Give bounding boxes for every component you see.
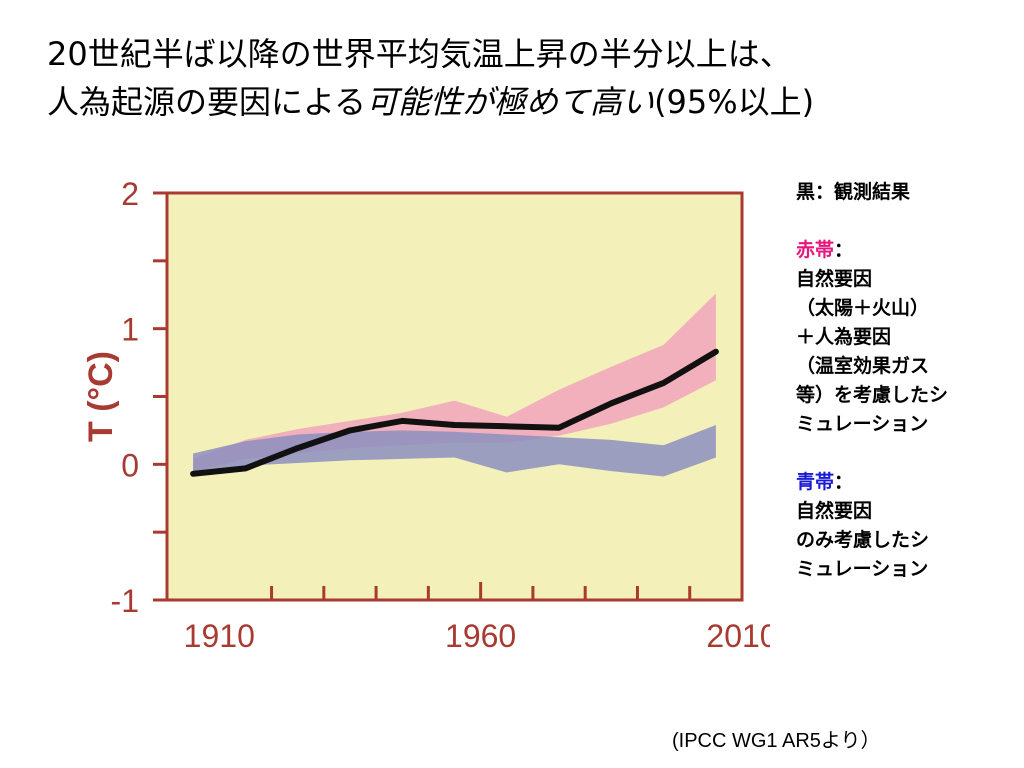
legend-red-line: （太陽＋火山）	[796, 297, 930, 319]
title-line-2-suffix: (95%以上)	[654, 83, 815, 121]
title-line-2: 人為起源の要因による可能性が極めて高い(95%以上)	[47, 78, 1007, 126]
y-tick-label: 1	[121, 312, 139, 348]
legend-red-line: 自然要因	[796, 268, 873, 290]
legend-blue-band: 青帯： 自然要因 のみ考慮したシ ミュレーション	[796, 468, 1016, 584]
legend-blue-line: のみ考慮したシ	[796, 529, 930, 551]
title-line-2-emphasis: 可能性が極めて高い	[366, 83, 655, 121]
x-tick-label: 2010	[706, 618, 770, 654]
legend-red-colon: ：	[834, 239, 854, 261]
legend-blue-title: 青帯	[796, 471, 835, 493]
legend-blue-colon: ：	[834, 471, 854, 493]
source-citation: (IPCC WG1 AR5より）	[672, 730, 881, 752]
legend-red-line: ＋人為要因	[796, 326, 892, 348]
legend-red-header: 赤帯：	[796, 236, 1016, 265]
y-axis-label: T (°C)	[82, 351, 120, 442]
chart-svg: 2 1 0 -1 1910 1960 2010 T (°C)	[82, 176, 770, 654]
legend-observed: 黒：観測結果	[796, 178, 1016, 207]
title-line-1: 20世紀半ば以降の世界平均気温上昇の半分以上は、	[47, 35, 792, 73]
legend-observed-label: 黒：観測結果	[796, 181, 911, 203]
title-line-2-plain: 人為起源の要因による	[47, 83, 367, 121]
y-tick-label: 2	[121, 176, 139, 212]
legend-blue-line: 自然要因	[796, 500, 873, 522]
legend-red-band: 赤帯： 自然要因 （太陽＋火山） ＋人為要因 （温室効果ガス 等）を考慮したシ …	[796, 236, 1016, 439]
legend-red-line: （温室効果ガス	[796, 355, 930, 377]
legend-blue-header: 青帯：	[796, 468, 1016, 497]
red-band-area	[193, 293, 716, 473]
slide-title: 20世紀半ば以降の世界平均気温上昇の半分以上は、 人為起源の要因による可能性が極…	[47, 30, 1007, 126]
y-tick-label: -1	[111, 583, 139, 619]
legend-red-title: 赤帯	[796, 239, 835, 261]
legend-red-line: ミュレーション	[796, 413, 929, 435]
x-tick-label: 1960	[445, 618, 516, 654]
y-tick-label: 0	[121, 447, 139, 483]
legend-blue-line: ミュレーション	[796, 558, 929, 580]
temperature-chart: 2 1 0 -1 1910 1960 2010 T (°C)	[70, 165, 770, 665]
legend-red-line: 等）を考慮したシ	[796, 384, 949, 406]
legend: 黒：観測結果 赤帯： 自然要因 （太陽＋火山） ＋人為要因 （温室効果ガス 等）…	[796, 178, 1016, 613]
x-tick-label: 1910	[184, 618, 255, 654]
